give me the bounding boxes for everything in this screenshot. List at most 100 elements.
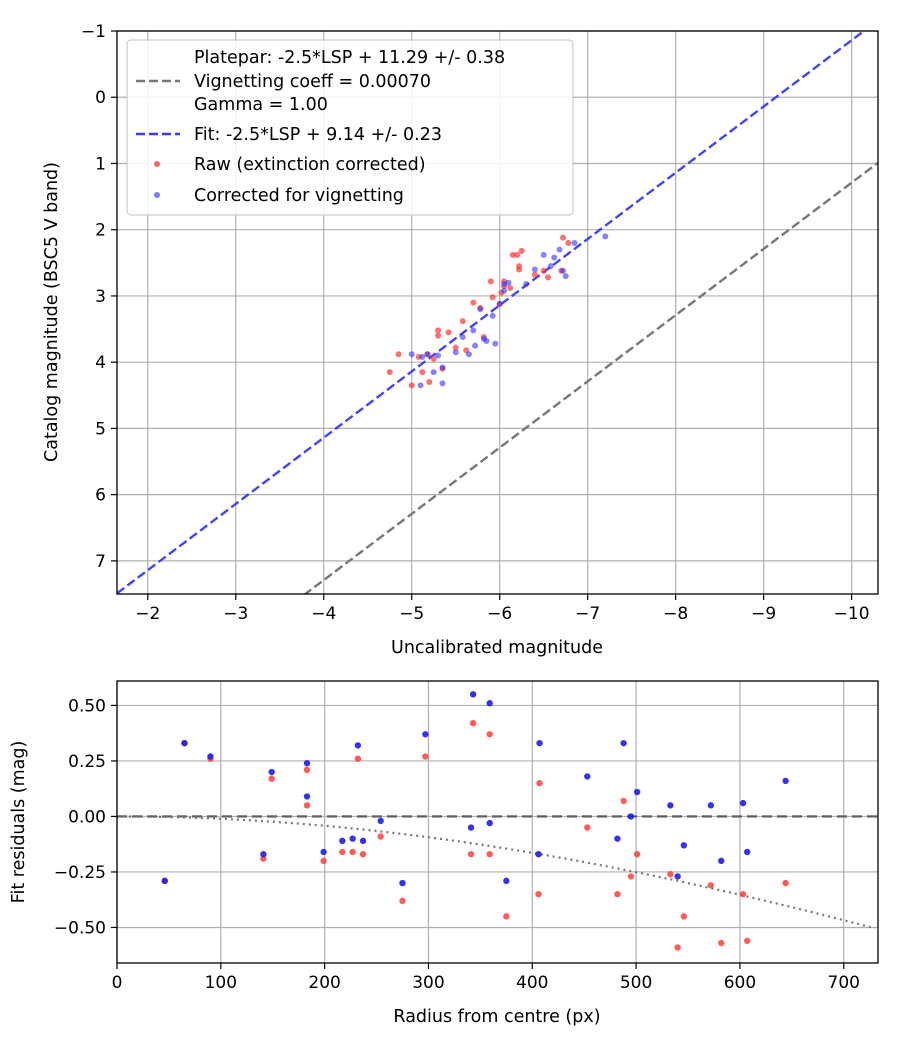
- raw-point: [452, 344, 459, 351]
- corrected-point: [667, 802, 674, 809]
- y-tick-label: −0.25: [54, 863, 106, 883]
- raw-point: [739, 890, 747, 898]
- bottom-ticks: 0 100 200 300 400 500 600 700 0.50 0.25 0.00 −0.25 −…: [54, 696, 860, 993]
- y-tick-label: 0.50: [68, 696, 106, 716]
- vignetting-curve: [117, 815, 876, 930]
- corrected-point: [424, 351, 431, 358]
- raw-point: [470, 299, 477, 306]
- corrected-point: [547, 263, 554, 270]
- x-tick-label: 700: [828, 973, 860, 993]
- raw-point: [268, 775, 275, 782]
- corrected-point: [718, 857, 725, 865]
- corrected-point: [620, 739, 627, 747]
- corrected-point: [477, 306, 484, 313]
- corrected-point: [707, 802, 715, 809]
- raw-point: [395, 351, 402, 358]
- corrected-point: [551, 254, 558, 261]
- x-tick-label: −6: [487, 604, 512, 624]
- corrected-point: [417, 382, 424, 389]
- y-tick-label: 0: [95, 88, 106, 108]
- corrected-point: [359, 837, 367, 845]
- raw-point: [518, 247, 525, 254]
- top-plot-frame: [116, 30, 879, 595]
- bottom-plot-frame: [116, 680, 879, 964]
- corrected-point: [486, 700, 493, 707]
- corrected-point: [439, 380, 446, 387]
- corrected-point: [501, 287, 508, 294]
- y-tick-label: 0.25: [68, 752, 106, 772]
- raw-point: [260, 855, 267, 862]
- x-tick-label: 200: [308, 973, 340, 993]
- raw-point: [536, 779, 543, 787]
- corrected-point: [467, 824, 475, 831]
- raw-point: [435, 332, 442, 339]
- corrected-point: [489, 312, 496, 319]
- fit-line-platepar: [303, 161, 878, 594]
- raw-point: [467, 850, 475, 858]
- y-tick-label: 0.00: [68, 807, 106, 827]
- raw-point: [422, 753, 429, 760]
- corrected-point: [349, 835, 356, 842]
- raw-point: [469, 719, 477, 727]
- raw-point: [399, 897, 406, 905]
- raw-point: [320, 857, 327, 865]
- raw-point: [535, 890, 542, 898]
- corrected-point: [540, 251, 547, 258]
- legend-corrected-marker: [154, 192, 160, 198]
- corrected-point: [439, 364, 446, 371]
- corrected-point: [584, 773, 591, 780]
- legend-fit-label: Fit: -2.5*LSP + 9.14 +/- 0.23: [194, 125, 442, 145]
- raw-point: [514, 251, 521, 258]
- y-tick-label: 1: [95, 154, 106, 174]
- raw-point: [459, 318, 466, 325]
- x-tick-label: 600: [724, 973, 756, 993]
- raw-point: [560, 234, 567, 241]
- y-tick-label: 6: [95, 486, 106, 506]
- corrected-point: [531, 266, 538, 273]
- top-fit-lines: [117, 31, 878, 594]
- x-tick-label: −4: [311, 604, 336, 624]
- raw-point: [377, 833, 384, 840]
- raw-point: [707, 882, 715, 889]
- x-tick-label: 500: [620, 973, 652, 993]
- corrected-point: [419, 353, 426, 360]
- raw-point: [680, 913, 688, 920]
- raw-point: [516, 263, 523, 270]
- corrected-point: [614, 835, 621, 842]
- corrected-point: [472, 342, 479, 349]
- corrected-point: [207, 753, 214, 760]
- corrected-point: [339, 837, 346, 845]
- corrected-point: [571, 239, 578, 246]
- legend-platepar-label-line1: Platepar: -2.5*LSP + 11.29 +/- 0.38: [194, 48, 505, 68]
- corrected-point: [503, 877, 510, 885]
- bottom-reference-lines: [117, 815, 878, 930]
- corrected-point: [469, 691, 477, 698]
- y-tick-label: 5: [95, 419, 106, 439]
- y-tick-label: 2: [95, 221, 106, 241]
- y-tick-label: −0.50: [54, 918, 106, 938]
- raw-point: [633, 850, 641, 858]
- corrected-point: [268, 768, 275, 776]
- corrected-point: [430, 369, 437, 376]
- corrected-point: [399, 879, 406, 887]
- raw-point: [627, 873, 635, 880]
- corrected-point: [486, 819, 493, 827]
- legend-platepar-label-line2: Vignetting coeff = 0.00070: [194, 72, 431, 92]
- top-scatter-points: [386, 233, 609, 389]
- corrected-point: [523, 281, 530, 288]
- corrected-point: [535, 850, 542, 858]
- raw-point: [430, 355, 437, 362]
- corrected-point: [556, 246, 563, 253]
- raw-point: [486, 850, 493, 858]
- corrected-point: [492, 340, 499, 347]
- corrected-point: [562, 273, 569, 280]
- corrected-point: [627, 813, 635, 820]
- corrected-point: [536, 739, 543, 747]
- raw-point: [584, 824, 591, 831]
- raw-point: [386, 369, 393, 376]
- corrected-point: [161, 877, 168, 885]
- x-tick-label: −5: [399, 604, 424, 624]
- corrected-point: [408, 351, 415, 358]
- corrected-point: [782, 777, 789, 785]
- raw-point: [674, 944, 681, 951]
